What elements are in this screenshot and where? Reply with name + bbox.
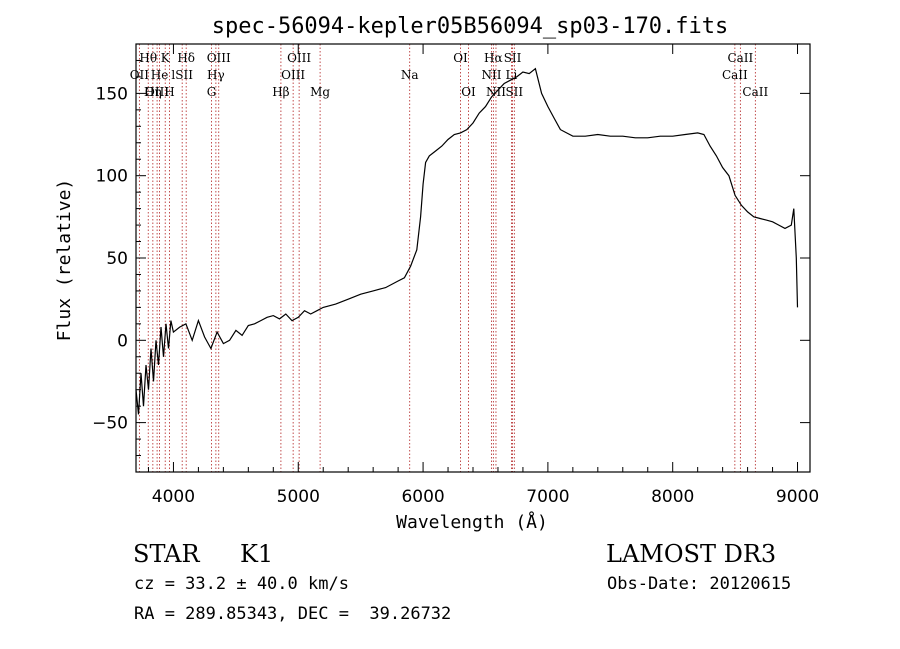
chart-title: spec-56094-kepler05B56094_sp03-170.fits [212, 14, 729, 39]
line-label-21: G [207, 85, 217, 99]
object-subclass: K1 [240, 540, 274, 568]
y-tick-label-0: −50 [92, 414, 128, 434]
line-label-17: CaII [722, 68, 748, 82]
y-axis-label: Flux (relative) [54, 179, 75, 342]
x-tick-label-5: 9000 [776, 487, 819, 507]
line-label-20: H [164, 85, 174, 99]
line-label-5: OI [453, 51, 468, 65]
object-class: STAR [133, 540, 200, 568]
line-label-9: OII [130, 68, 150, 82]
line-label-19: Hη [144, 85, 162, 99]
line-label-6: Hα [484, 51, 503, 65]
line-label-0: Hθ [139, 51, 157, 65]
x-tick-label-2: 6000 [401, 487, 444, 507]
y-axis: −50 0 50 100 150 [92, 59, 810, 457]
x-axis: 4000 5000 6000 7000 8000 9000 [147, 44, 819, 507]
line-label-24: OI [461, 85, 476, 99]
line-label-16: Li [506, 68, 518, 82]
line-label-3: OIII [207, 51, 231, 65]
x-tick-label-3: 7000 [526, 487, 569, 507]
line-label-10: He [151, 68, 169, 82]
plot-frame [135, 43, 811, 473]
line-label-27: CaII [742, 85, 768, 99]
line-label-7: SII [504, 51, 522, 65]
redshift-text: cz = 33.2 ± 40.0 km/s [134, 574, 349, 594]
line-label-18: OIII [145, 85, 169, 99]
survey-name: LAMOST DR3 [606, 540, 777, 568]
line-label-15: NII [481, 68, 501, 82]
x-tick-label-4: 8000 [651, 487, 694, 507]
line-label-14: Na [401, 68, 419, 82]
line-label-2: Hδ [177, 51, 195, 65]
line-label-26: SII [505, 85, 523, 99]
x-tick-label-1: 5000 [277, 487, 320, 507]
line-label-13: OIII [281, 68, 305, 82]
spectrum-line [135, 67, 799, 415]
line-label-1: K [161, 51, 171, 65]
y-tick-label-3: 100 [96, 167, 128, 187]
obs-date: Obs-Date: 20120615 [607, 574, 792, 594]
coordinates-text: RA = 289.85343, DEC = 39.26732 [134, 604, 452, 624]
line-label-12: Hγ [207, 68, 225, 82]
x-tick-label-0: 4000 [152, 487, 195, 507]
line-label-22: Hβ [272, 85, 289, 99]
line-label-11: lSII [171, 68, 193, 82]
line-label-8: CaII [727, 51, 753, 65]
line-label-4: OIII [287, 51, 311, 65]
x-axis-label: Wavelength (Å) [396, 511, 548, 533]
y-tick-label-2: 50 [106, 249, 128, 269]
line-label-23: Mg [310, 85, 330, 99]
spectral-line-markers [138, 44, 756, 472]
y-tick-label-1: 0 [117, 331, 128, 351]
y-tick-label-4: 150 [96, 84, 128, 104]
